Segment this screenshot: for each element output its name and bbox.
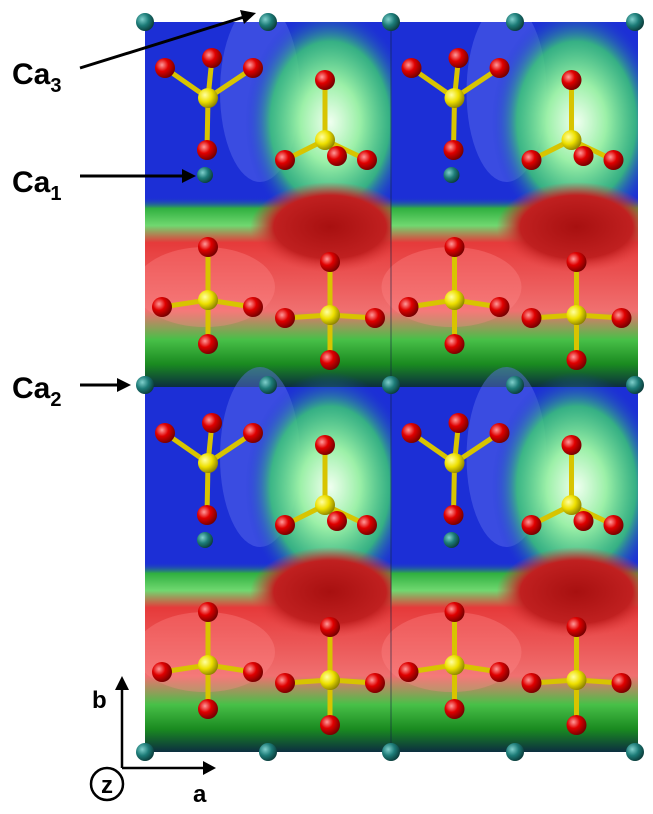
ca2-label: Ca2	[12, 372, 61, 411]
calcium-atom	[626, 743, 644, 761]
calcium-atom	[626, 376, 644, 394]
calcium-atom	[382, 13, 400, 31]
calcium-atom	[259, 13, 277, 31]
a-axis-label: a	[193, 781, 207, 808]
ca1-label: Ca1	[12, 166, 61, 205]
calcium-atom	[382, 743, 400, 761]
calcium-atom	[136, 743, 154, 761]
calcium-atom	[506, 13, 524, 31]
ca3-label: Ca3	[12, 58, 61, 97]
calcium-atom	[382, 376, 400, 394]
calcium-atom	[626, 13, 644, 31]
calcium-atom	[506, 743, 524, 761]
calcium-atom	[506, 376, 524, 394]
calcium-atom	[259, 743, 277, 761]
figure: Ca3 Ca1 Ca2 b a z	[0, 0, 653, 809]
calcium-atom	[259, 376, 277, 394]
b-axis-label: b	[92, 687, 107, 714]
calcium-atom	[136, 13, 154, 31]
calcium-atom	[136, 376, 154, 394]
z-axis-label: z	[101, 772, 113, 799]
